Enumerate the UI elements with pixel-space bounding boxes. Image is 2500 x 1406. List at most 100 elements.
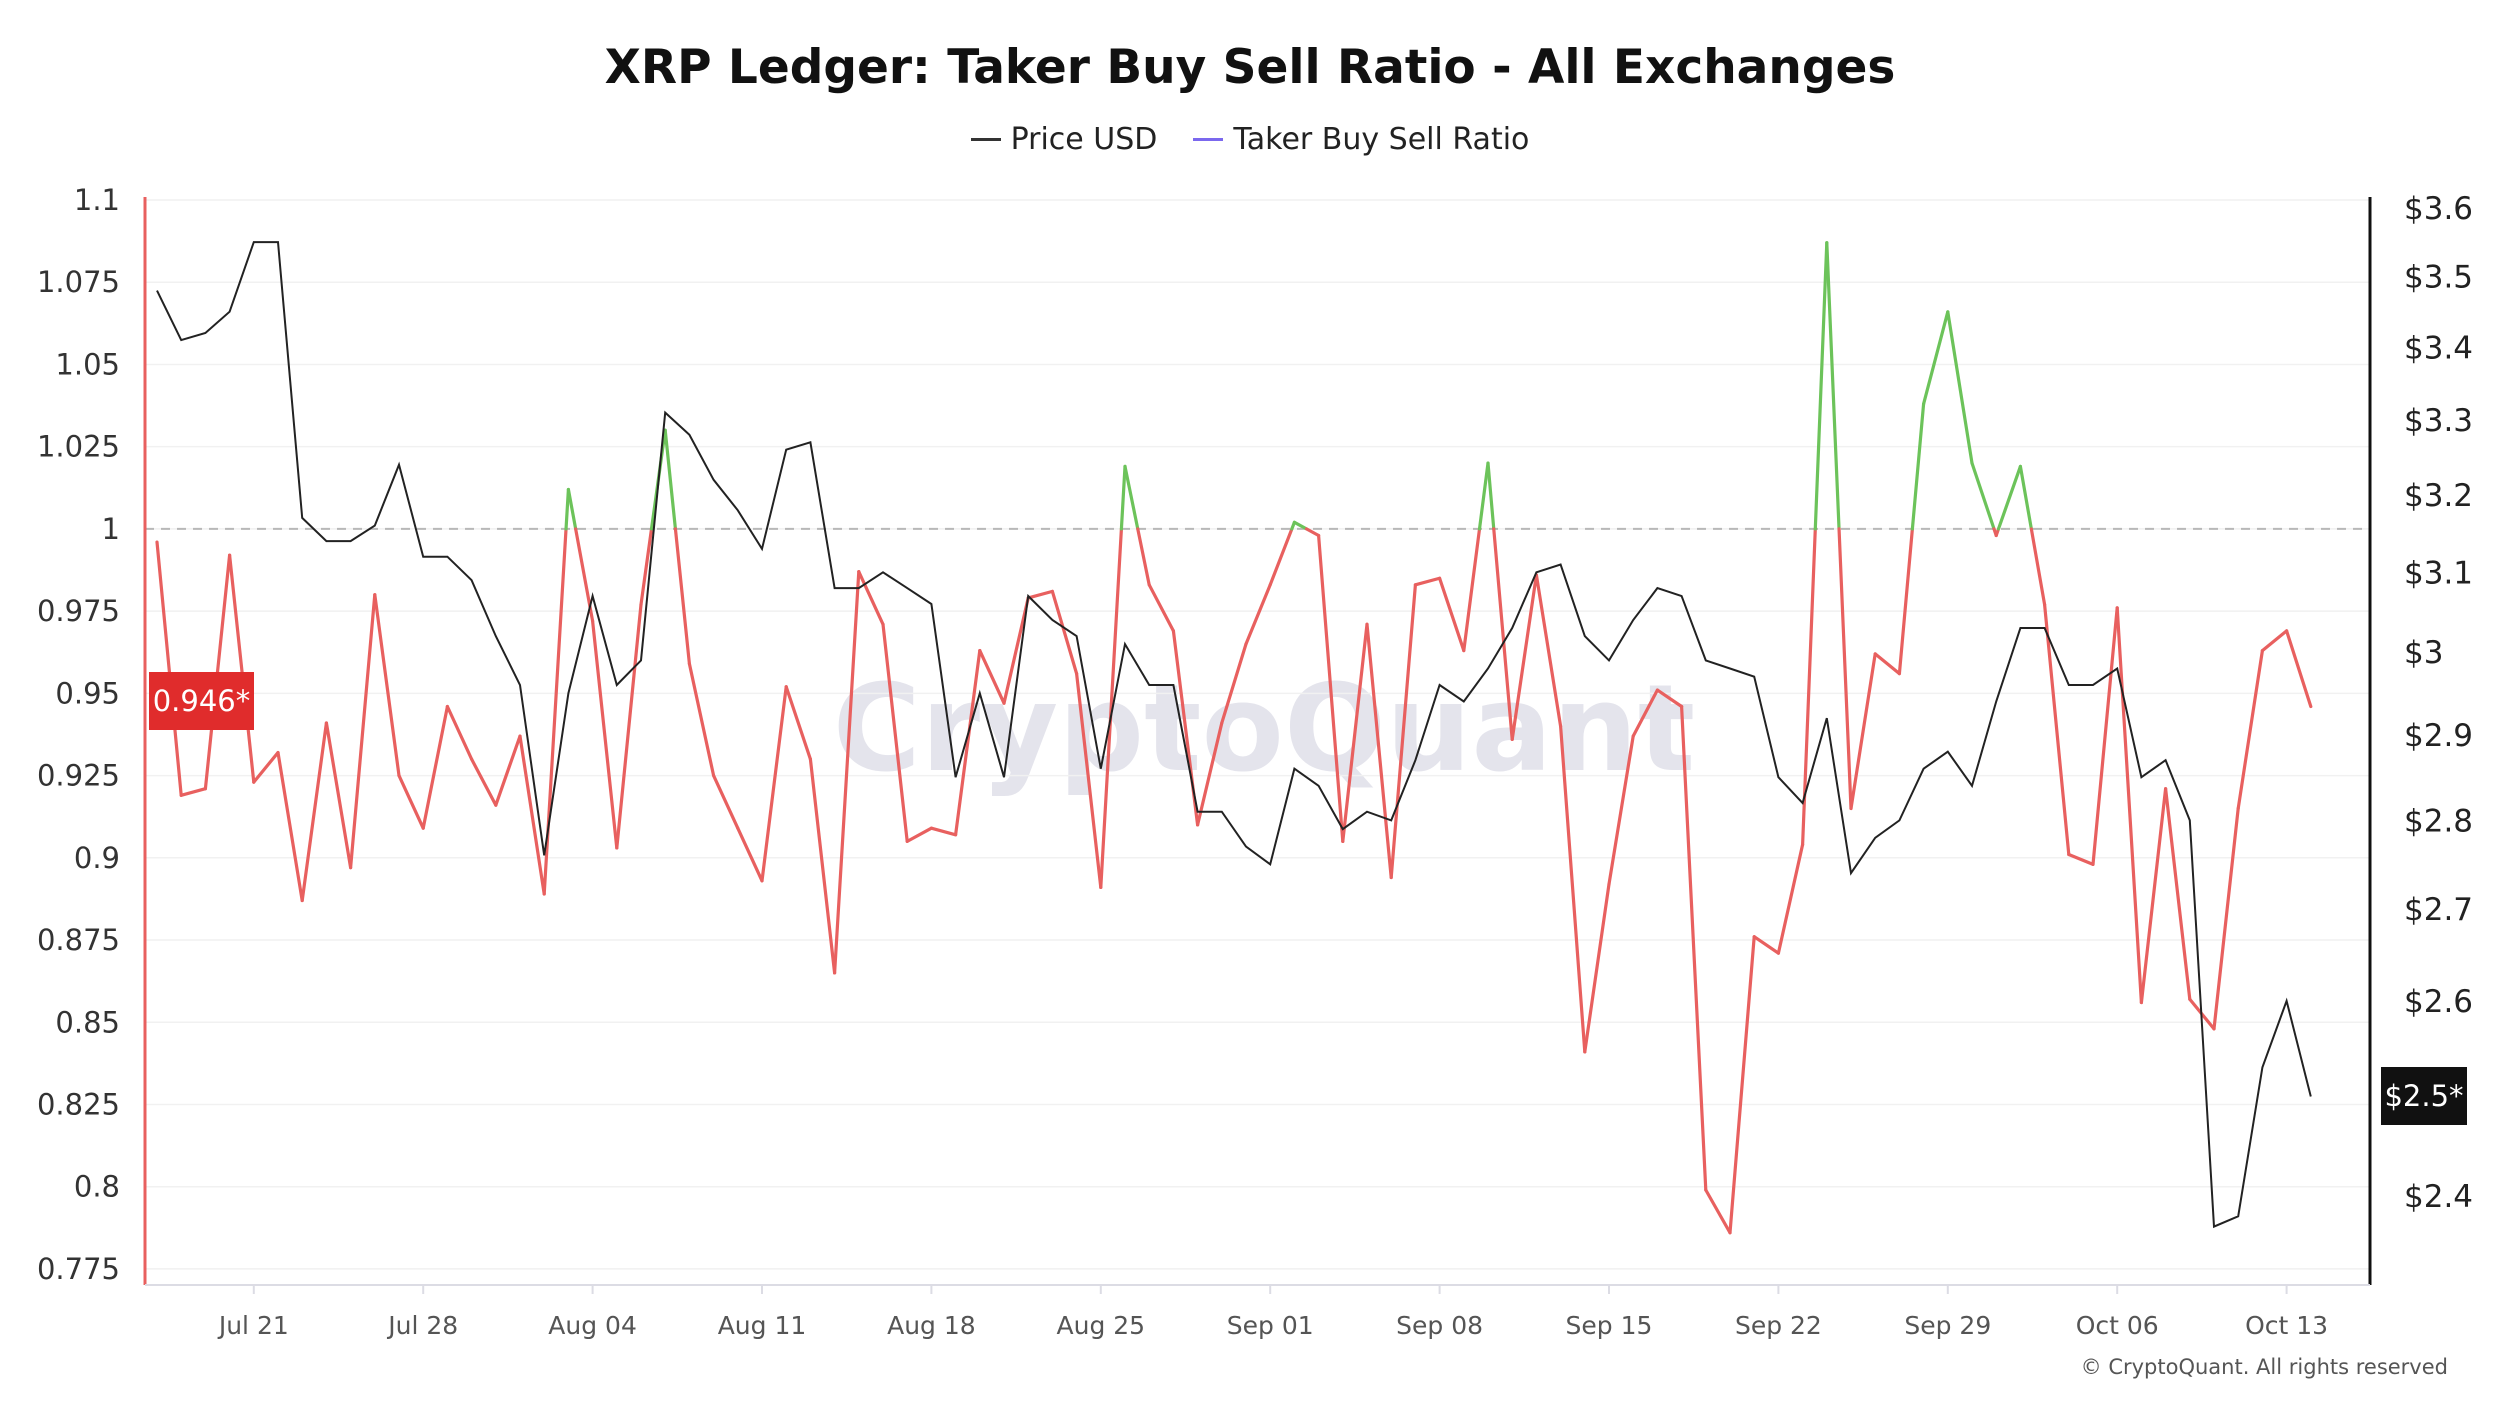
y-right-tick-label: $2.9 [2404, 718, 2473, 754]
ratio-line-segment [1897, 527, 1914, 676]
ratio-line-segment [1921, 310, 1950, 406]
legend-label-ratio: Taker Buy Sell Ratio [1233, 122, 1530, 157]
ratio-line-segment [203, 553, 232, 791]
ratio-line-segment [1873, 652, 1902, 676]
price-line [156, 241, 2312, 1229]
ratio-line-segment [1813, 241, 1829, 531]
ratio-line-segment [832, 570, 861, 975]
y-right-tick-label: $3 [2404, 635, 2443, 671]
ratio-line-segment [2115, 606, 2143, 1005]
y-left-tick-label: 0.875 [37, 923, 120, 957]
ratio-line-segment [1002, 596, 1030, 705]
ratio-line-segment [2236, 648, 2264, 811]
ratio-line-segment [808, 757, 837, 975]
x-tick-label: Oct 06 [2076, 1311, 2159, 1340]
ratio-line-segment [881, 622, 909, 843]
ratio-line-segment [1486, 461, 1496, 531]
ratio-line-segment [2139, 787, 2168, 1005]
ratio-line-segment [2091, 606, 2119, 866]
ratio-line-segment [252, 750, 280, 784]
ratio-line-segment [905, 826, 934, 843]
copyright: © CryptoQuant. All rights reserved [2080, 1355, 2448, 1379]
x-tick-label: Oct 13 [2245, 1311, 2328, 1340]
y-right-tick-label: $3.6 [2404, 191, 2473, 227]
ratio-line-segment [228, 553, 256, 784]
legend-swatch-ratio [1193, 138, 1224, 141]
ratio-line-segment [1119, 464, 1127, 531]
ratio-line-segment [978, 648, 1006, 705]
ratio-line-segment [615, 602, 643, 850]
y-right-tick-label: $2.6 [2404, 984, 2473, 1020]
y-left-tick-label: 0.85 [55, 1005, 120, 1039]
ratio-line-segment [1996, 464, 2023, 531]
legend: Price USD Taker Buy Sell Ratio [0, 122, 2500, 157]
ratio-line-segment [1268, 527, 1294, 587]
ratio-line-segment [1558, 724, 1587, 1054]
ratio-line-segment [1244, 583, 1272, 646]
ratio-line-segment [2018, 464, 2033, 531]
ratio-line-segment [300, 721, 328, 903]
ratio-line-segment [1655, 688, 1684, 709]
ratio-line-segment [2042, 602, 2071, 857]
ratio-line-segment [349, 593, 377, 870]
ratio-line-segment [1776, 843, 1805, 955]
y-right-tick-label: $3.3 [2404, 403, 2473, 439]
y-right-tick-label: $2.4 [2404, 1179, 2473, 1215]
y-right-tick-label: $3.1 [2404, 555, 2473, 591]
y-right-tick-label: $3.4 [2404, 330, 2473, 366]
ratio-line-segment [639, 527, 654, 607]
y-right-tick-label: $2.8 [2404, 803, 2473, 839]
x-tick-label: Aug 11 [718, 1311, 807, 1340]
ratio-line-segment [590, 619, 619, 850]
legend-label-price: Price USD [1010, 122, 1158, 157]
ratio-line-segment [470, 757, 498, 807]
y-left-tick-label: 1.1 [74, 183, 120, 217]
ratio-line-segment [1026, 589, 1055, 600]
ratio-line-segment [373, 593, 401, 778]
ratio-series [155, 241, 2313, 1235]
ratio-line-segment [566, 487, 578, 531]
ratio-line-segment [1389, 583, 1418, 880]
x-tick-label: Sep 08 [1396, 1311, 1483, 1340]
ratio-line-segment [1510, 573, 1539, 741]
ratio-line-segment [324, 721, 353, 870]
ratio-line-segment [1413, 576, 1442, 587]
x-tick-label: Aug 04 [548, 1311, 637, 1340]
ratio-line-segment [711, 773, 740, 830]
legend-item-ratio[interactable]: Taker Buy Sell Ratio [1193, 122, 1529, 157]
ratio-line-segment [445, 704, 474, 761]
x-tick-label: Sep 22 [1735, 1311, 1822, 1340]
y-left-tick-label: 0.975 [37, 594, 120, 628]
y-left-tick-label: 1.025 [37, 430, 120, 464]
legend-swatch-price [970, 138, 1001, 141]
ratio-line-segment [1607, 734, 1635, 886]
ratio-line-segment [2067, 852, 2095, 866]
ratio-line-segment [929, 826, 958, 837]
ratio-line-segment [1970, 461, 1996, 531]
y-left-tick-label: 1 [102, 512, 120, 546]
x-tick-label: Sep 15 [1566, 1311, 1653, 1340]
ratio-line-segment [1147, 583, 1176, 633]
ratio-line-segment [1136, 527, 1151, 587]
x-tick-label: Sep 01 [1227, 1311, 1314, 1340]
ratio-line-segment [2164, 787, 2192, 1001]
y-left-tick-label: 0.825 [37, 1087, 120, 1121]
ratio-line-segment [1437, 576, 1466, 653]
ratio-line-segment [736, 826, 764, 883]
ratio-line-segment [1910, 402, 1926, 531]
ratio-line-segment [1825, 241, 1841, 531]
ratio-line-segment [1728, 935, 1756, 1235]
y-right-tick-label: $3.2 [2404, 478, 2473, 514]
ratio-line-segment [518, 734, 546, 896]
ratio-line-segment [1195, 721, 1224, 827]
ratio-line-segment [953, 648, 982, 837]
ratio-line-segment [2260, 629, 2289, 653]
legend-item-price[interactable]: Price USD [970, 122, 1158, 157]
x-tick-label: Sep 29 [1904, 1311, 1991, 1340]
y-left-tick-label: 0.95 [55, 676, 120, 710]
ratio-line-segment [1292, 520, 1309, 531]
ratio-line-segment [397, 773, 425, 830]
ratio-line-segment [1704, 1188, 1732, 1235]
x-tick-label: Jul 21 [217, 1311, 289, 1340]
